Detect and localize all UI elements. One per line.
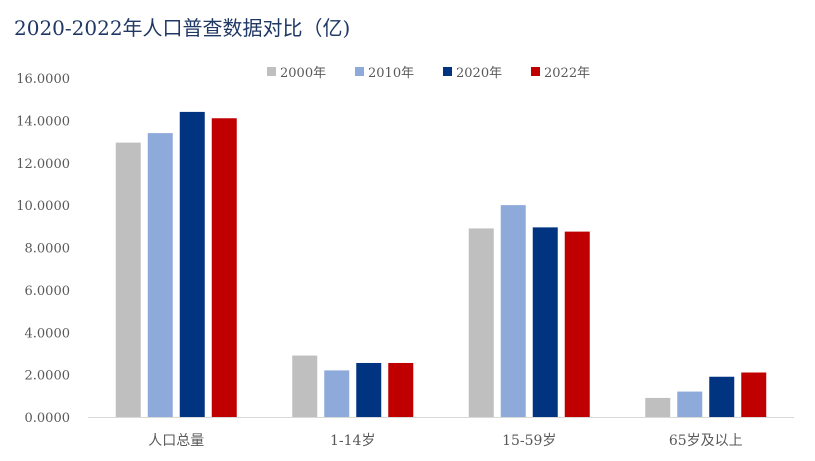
chart-title: 2020-2022年人口普查数据对比（亿) (14, 16, 351, 40)
bar-3-3 (532, 227, 558, 417)
legend-label: 2010年 (368, 66, 414, 81)
x-category-label: 15-59岁 (502, 433, 556, 449)
legend: 2000年 2010年 2020年 2022年 (267, 66, 590, 81)
bar-4-4 (741, 372, 767, 417)
legend-label: 2020年 (456, 66, 502, 81)
legend-label: 2000年 (280, 66, 326, 81)
bars (115, 111, 767, 418)
y-tick-label: 10.0000 (16, 199, 70, 214)
legend-swatch-1 (267, 67, 276, 76)
legend-swatch-4 (531, 67, 540, 76)
legend-swatch-3 (443, 67, 452, 76)
y-tick-label: 16.0000 (16, 72, 70, 87)
x-category-label: 1-14岁 (330, 433, 375, 449)
y-tick-label: 2.0000 (25, 369, 71, 384)
y-tick-label: 14.0000 (16, 114, 70, 129)
x-category-label: 65岁及以上 (669, 433, 743, 449)
y-tick-label: 4.0000 (25, 326, 71, 341)
y-tick-label: 12.0000 (16, 157, 70, 172)
bar-1-1 (115, 142, 141, 417)
bar-4-2 (677, 391, 703, 417)
bar-1-4 (211, 118, 237, 417)
bar-3-1 (468, 228, 494, 417)
bar-1-2 (147, 133, 173, 417)
y-axis: 0.0000 2.0000 4.0000 6.0000 8.0000 10.0000 12.… (16, 72, 70, 426)
legend-label: 2022年 (544, 66, 590, 81)
bar-2-1 (292, 355, 318, 417)
bar-4-3 (709, 376, 735, 417)
y-tick-label: 0.0000 (25, 411, 71, 426)
y-tick-label: 6.0000 (25, 284, 71, 299)
y-tick-label: 8.0000 (25, 242, 71, 257)
bar-4-1 (645, 397, 671, 417)
x-category-label: 人口总量 (148, 433, 204, 449)
bar-1-3 (179, 111, 205, 418)
legend-swatch-2 (355, 67, 364, 76)
bar-2-3 (356, 362, 382, 417)
bar-2-2 (324, 370, 350, 417)
bar-2-4 (388, 362, 414, 417)
bar-3-2 (500, 205, 526, 417)
x-axis: 人口总量 1-14岁 15-59岁 65岁及以上 (88, 417, 794, 449)
bar-3-4 (564, 231, 590, 417)
